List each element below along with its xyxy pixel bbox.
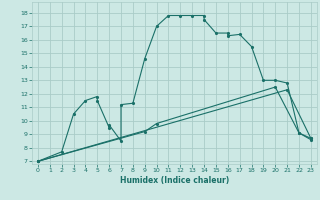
X-axis label: Humidex (Indice chaleur): Humidex (Indice chaleur): [120, 176, 229, 185]
